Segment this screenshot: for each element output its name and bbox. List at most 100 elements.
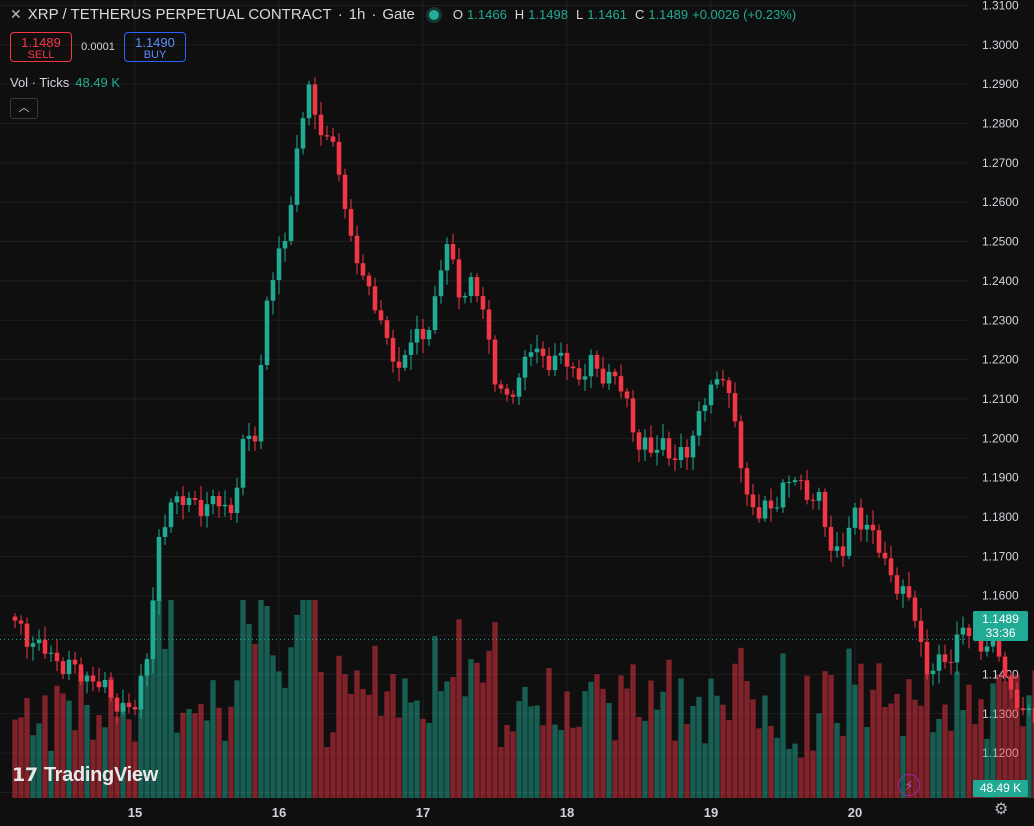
candle-body (324, 135, 330, 137)
volume-bar (666, 659, 672, 798)
interval[interactable]: 1h (348, 6, 366, 23)
volume-bar (288, 647, 294, 798)
volume-bar (606, 702, 612, 798)
volume-bar (90, 739, 96, 798)
volume-legend-label: Vol · Ticks (10, 75, 70, 90)
volume-bar (684, 724, 690, 798)
candle-body (918, 620, 924, 642)
volume-bar (714, 695, 720, 798)
candle-body (114, 697, 120, 712)
candle-body (474, 277, 480, 297)
volume-bar (1014, 674, 1020, 798)
candle-body (78, 664, 84, 682)
gear-icon[interactable]: ⚙ (994, 801, 1009, 818)
candle-body (432, 296, 438, 331)
candle-body (288, 204, 294, 241)
candle-body (678, 446, 684, 461)
candle-body (546, 355, 552, 371)
volume-bar (408, 702, 414, 798)
tradingview-logo[interactable]: 𝟭𝟳 TradingView (12, 764, 158, 787)
volume-bar (180, 712, 186, 798)
volume-bar (924, 673, 930, 798)
candle-body (414, 328, 420, 343)
candle-body (720, 379, 726, 381)
volume-bar (858, 663, 864, 798)
volume-bar (696, 696, 702, 798)
candle-body (450, 244, 456, 260)
volume-bar (678, 678, 684, 798)
y-tick-label: 1.2300 (982, 313, 1019, 327)
candle-body (990, 637, 996, 647)
candle-body (816, 491, 822, 501)
volume-bar (570, 727, 576, 798)
volume-bar (576, 726, 582, 798)
volume-bar (60, 693, 66, 798)
volume-bar (126, 719, 132, 798)
candle-body (480, 296, 486, 310)
candle-body (858, 507, 864, 530)
candle-body (930, 670, 936, 674)
volume-bar (942, 704, 948, 798)
candle-body (174, 496, 180, 503)
volume-bar (1032, 670, 1034, 798)
change-value: +0.0026 (+0.23%) (692, 7, 797, 22)
volume-bar (396, 717, 402, 798)
volume-bar (954, 671, 960, 798)
volume-bar (162, 648, 168, 798)
candle-body (1032, 708, 1034, 724)
candle-body (846, 527, 852, 556)
volume-bar (744, 681, 750, 798)
symbol-name[interactable]: XRP / TETHERUS PERPETUAL CONTRACT (27, 6, 332, 23)
candle-body (144, 658, 150, 676)
volume-bar (102, 727, 108, 798)
candle-body (804, 480, 810, 500)
volume-bar (540, 725, 546, 798)
volume-bar (768, 725, 774, 798)
buy-button[interactable]: 1.1490 BUY (124, 32, 186, 62)
sell-button[interactable]: 1.1489 SELL (10, 32, 72, 62)
volume-bar (702, 743, 708, 798)
volume-bar (168, 600, 174, 798)
candle-body (606, 371, 612, 384)
candle-body (72, 659, 78, 665)
volume-bar (312, 600, 318, 798)
candle-body (522, 356, 528, 378)
volume-bar (594, 674, 600, 798)
candle-body (618, 376, 624, 392)
chevron-up-icon[interactable]: ︿ (10, 98, 38, 119)
volume-bar (882, 706, 888, 798)
volume-bar (936, 718, 942, 798)
candle-body (180, 496, 186, 506)
volume-bar (72, 730, 78, 798)
volume-bar (792, 743, 798, 798)
volume-bar (624, 688, 630, 798)
volume-bar (462, 696, 468, 798)
y-tick-label: 1.1600 (982, 589, 1019, 603)
lightning-icon[interactable]: ⚡ (898, 774, 920, 796)
candle-body (960, 627, 966, 635)
volume-bar (438, 691, 444, 798)
volume-bar (1026, 695, 1032, 798)
candle-body (108, 679, 114, 698)
volume-bar (186, 708, 192, 798)
candle-body (900, 586, 906, 594)
volume-bar (18, 717, 24, 798)
y-tick-label: 1.2900 (982, 77, 1019, 91)
last-price-value: 1.1489 (982, 612, 1019, 626)
volume-bar (294, 614, 300, 798)
candle-body (750, 494, 756, 508)
candle-body (384, 320, 390, 338)
candle-body (696, 411, 702, 436)
candle-body (54, 652, 60, 662)
candle-body (792, 480, 798, 483)
candle-body (156, 536, 162, 601)
y-tick-label: 1.2100 (982, 392, 1019, 406)
volume-bar (432, 636, 438, 798)
candle-body (942, 654, 948, 663)
candle-body (102, 679, 108, 688)
close-icon[interactable]: ✕ (10, 6, 22, 22)
candle-body (1020, 708, 1026, 711)
candle-body (954, 634, 960, 663)
candle-body (150, 600, 156, 659)
